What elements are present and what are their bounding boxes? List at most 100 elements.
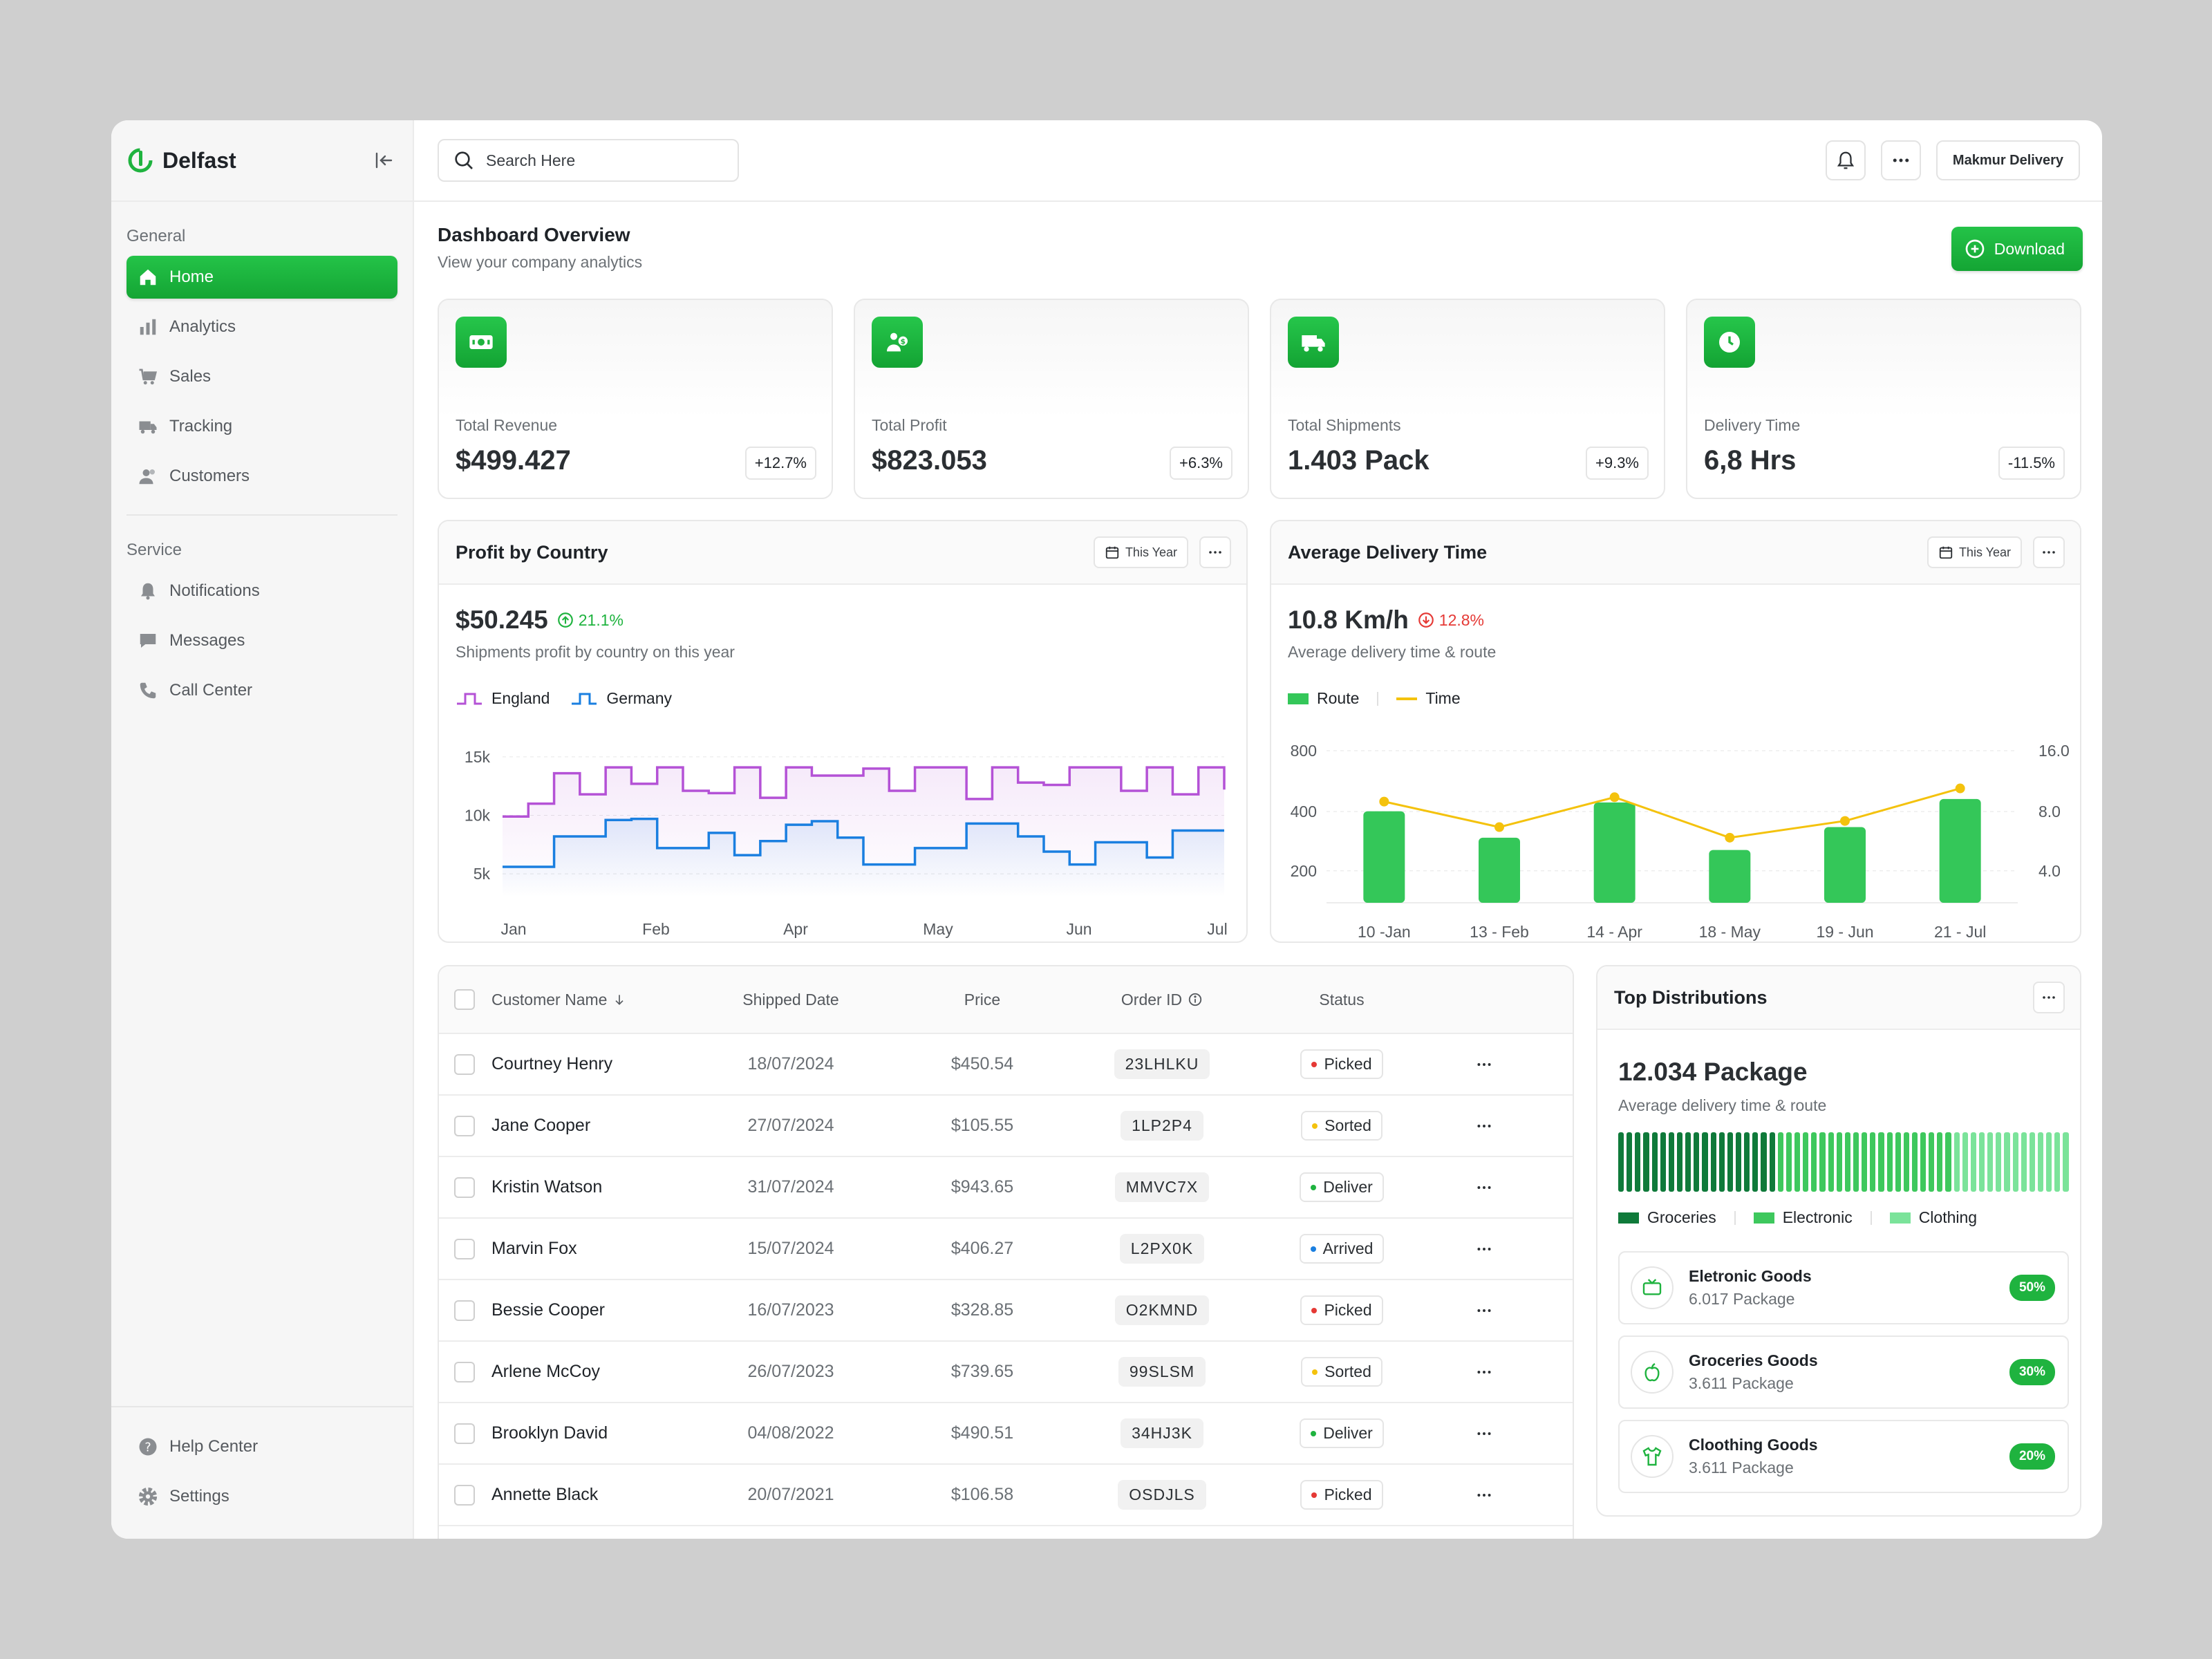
distribution-bar-segment	[2004, 1132, 2010, 1192]
distribution-bar-segment	[1694, 1132, 1700, 1192]
row-checkbox[interactable]	[454, 1115, 475, 1136]
sidebar-item-call-center[interactable]: Call Center	[126, 669, 397, 712]
user-account-button[interactable]: Makmur Delivery	[1936, 140, 2080, 180]
column-header-shipped-date[interactable]: Shipped Date	[742, 990, 839, 1009]
gear-icon	[138, 1487, 158, 1506]
row-more-button[interactable]	[1470, 1486, 1498, 1504]
table-row[interactable]: Brooklyn David 04/08/2022 $490.51 34HJ3K Del…	[439, 1403, 1573, 1465]
sidebar-item-tracking[interactable]: Tracking	[126, 405, 397, 448]
legend-germany[interactable]: Germany	[570, 689, 672, 708]
distribution-item-groceries[interactable]: Groceries Goods 3.611 Package 30%	[1618, 1335, 2069, 1409]
general-section-label: General	[126, 227, 186, 245]
sidebar-item-notifications[interactable]: Notifications	[126, 570, 397, 612]
row-more-button[interactable]	[1470, 1363, 1498, 1381]
bar[interactable]	[1363, 811, 1405, 903]
distribution-text: Groceries Goods 3.611 Package	[1689, 1351, 1818, 1393]
bar[interactable]	[1709, 850, 1751, 903]
table-row[interactable]: Kristin Watson 31/07/2024 $943.65 MMVC7X Del…	[439, 1157, 1573, 1219]
row-more-button[interactable]	[1470, 1240, 1498, 1258]
panel-more-button[interactable]	[2033, 536, 2065, 568]
sidebar-item-analytics[interactable]: Analytics	[126, 306, 397, 348]
bar[interactable]	[1479, 837, 1520, 903]
panel-title: Average Delivery Time	[1288, 541, 1488, 563]
status-dot	[1310, 1246, 1316, 1252]
table-row[interactable]: Arlene McCoy 26/07/2023 $739.65 99SLSM Sorte…	[439, 1342, 1573, 1403]
row-more-button[interactable]	[1470, 1056, 1498, 1074]
table-row[interactable]: Courtney Henry 18/07/2024 $450.54 23LHLKU Pi…	[439, 1034, 1573, 1096]
period-select[interactable]: This Year	[1927, 536, 2022, 568]
customer-name: Courtney Henry	[491, 1054, 613, 1074]
users-icon	[139, 469, 155, 485]
row-more-button[interactable]	[1470, 1425, 1498, 1443]
bar[interactable]	[1593, 802, 1635, 903]
row-checkbox[interactable]	[454, 1053, 475, 1075]
stat-value: $823.053	[872, 445, 987, 476]
sidebar-item-messages[interactable]: Messages	[126, 619, 397, 662]
column-header-customer-name[interactable]: Customer Name	[475, 991, 724, 1009]
table-header: Customer Name Shipped Date Price Order I…	[439, 966, 1573, 1034]
panel-actions	[2033, 982, 2065, 1013]
legend-time[interactable]: Time	[1396, 689, 1461, 708]
time-point[interactable]	[1494, 822, 1504, 832]
status-dot	[1311, 1061, 1318, 1067]
distribution-bar-segment	[1953, 1132, 1960, 1192]
legend-england[interactable]: England	[456, 689, 550, 708]
distribution-bar-segment	[1929, 1132, 1935, 1192]
search-input[interactable]: Search Here	[438, 139, 739, 182]
row-more-button[interactable]	[1470, 1179, 1498, 1197]
status-cell: Picked	[1273, 1295, 1411, 1325]
distribution-bar-segment	[1844, 1132, 1850, 1192]
sidebar-item-sales[interactable]: Sales	[126, 355, 397, 398]
bar[interactable]	[1824, 827, 1866, 903]
stat-value: $499.427	[456, 445, 571, 476]
notifications-button[interactable]	[1825, 140, 1866, 180]
time-point[interactable]	[1379, 796, 1389, 807]
column-header-price[interactable]: Price	[964, 990, 1001, 1009]
sidebar-bottom: ? Help Center Settings	[111, 1406, 413, 1539]
row-checkbox[interactable]	[454, 1484, 475, 1506]
distribution-bar-segment	[1819, 1132, 1826, 1192]
price: $943.65	[950, 1177, 1014, 1197]
stat-label: Total Shipments	[1288, 416, 1401, 434]
brand-logo[interactable]: Delfast	[126, 147, 236, 174]
legend-route[interactable]: Route	[1288, 689, 1359, 708]
collapse-sidebar-icon[interactable]	[370, 147, 397, 174]
distribution-bar-segment	[2038, 1132, 2044, 1192]
distribution-bar-segment	[1727, 1132, 1733, 1192]
row-more-button[interactable]	[1470, 1117, 1498, 1135]
legend-groceries: Groceries	[1618, 1208, 1716, 1227]
more-options-button[interactable]	[1880, 140, 1921, 180]
sidebar-item-customers[interactable]: Customers	[126, 455, 397, 498]
column-header-status[interactable]: Status	[1319, 990, 1365, 1009]
panel-more-button[interactable]	[1199, 536, 1231, 568]
bar[interactable]	[1939, 798, 1981, 903]
x-tick-label: Apr	[783, 920, 808, 938]
table-row[interactable]: Jane Cooper 27/07/2024 $105.55 1LP2P4 Sorted	[439, 1096, 1573, 1157]
period-select[interactable]: This Year	[1093, 536, 1188, 568]
sidebar-item-settings[interactable]: Settings	[126, 1475, 397, 1518]
distribution-item-electronic[interactable]: Eletronic Goods 6.017 Package 50%	[1618, 1251, 2069, 1324]
row-checkbox[interactable]	[454, 1361, 475, 1382]
table-row[interactable]: Bessie Cooper 16/07/2023 $328.85 O2KMND Pick…	[439, 1280, 1573, 1342]
legend-swatch	[1288, 693, 1309, 704]
time-point[interactable]	[1840, 816, 1850, 826]
sidebar-item-help-center[interactable]: ? Help Center	[126, 1425, 397, 1468]
row-checkbox[interactable]	[454, 1423, 475, 1444]
row-checkbox[interactable]	[454, 1300, 475, 1321]
row-more-button[interactable]	[1470, 1302, 1498, 1320]
time-point[interactable]	[1725, 832, 1735, 843]
sidebar-item-home[interactable]: Home	[126, 256, 397, 299]
panel-more-button[interactable]	[2033, 982, 2065, 1013]
table-row[interactable]: Marvin Fox 15/07/2024 $406.27 L2PX0K Arrived	[439, 1219, 1573, 1280]
table-row[interactable]: Annette Black 20/07/2021 $106.58 OSDJLS Pick…	[439, 1465, 1573, 1526]
time-point[interactable]	[1609, 792, 1620, 803]
select-all-checkbox[interactable]	[454, 989, 475, 1010]
time-point[interactable]	[1955, 783, 1965, 794]
download-button[interactable]: Download	[1951, 227, 2083, 271]
column-header-order-id[interactable]: Order ID	[1093, 991, 1231, 1009]
row-checkbox[interactable]	[454, 1177, 475, 1198]
y2-tick-label: 8.0	[2038, 803, 2061, 821]
distribution-item-clothing[interactable]: Cloothing Goods 3.611 Package 20%	[1618, 1420, 2069, 1493]
row-checkbox[interactable]	[454, 1238, 475, 1259]
price: $328.85	[950, 1300, 1014, 1320]
